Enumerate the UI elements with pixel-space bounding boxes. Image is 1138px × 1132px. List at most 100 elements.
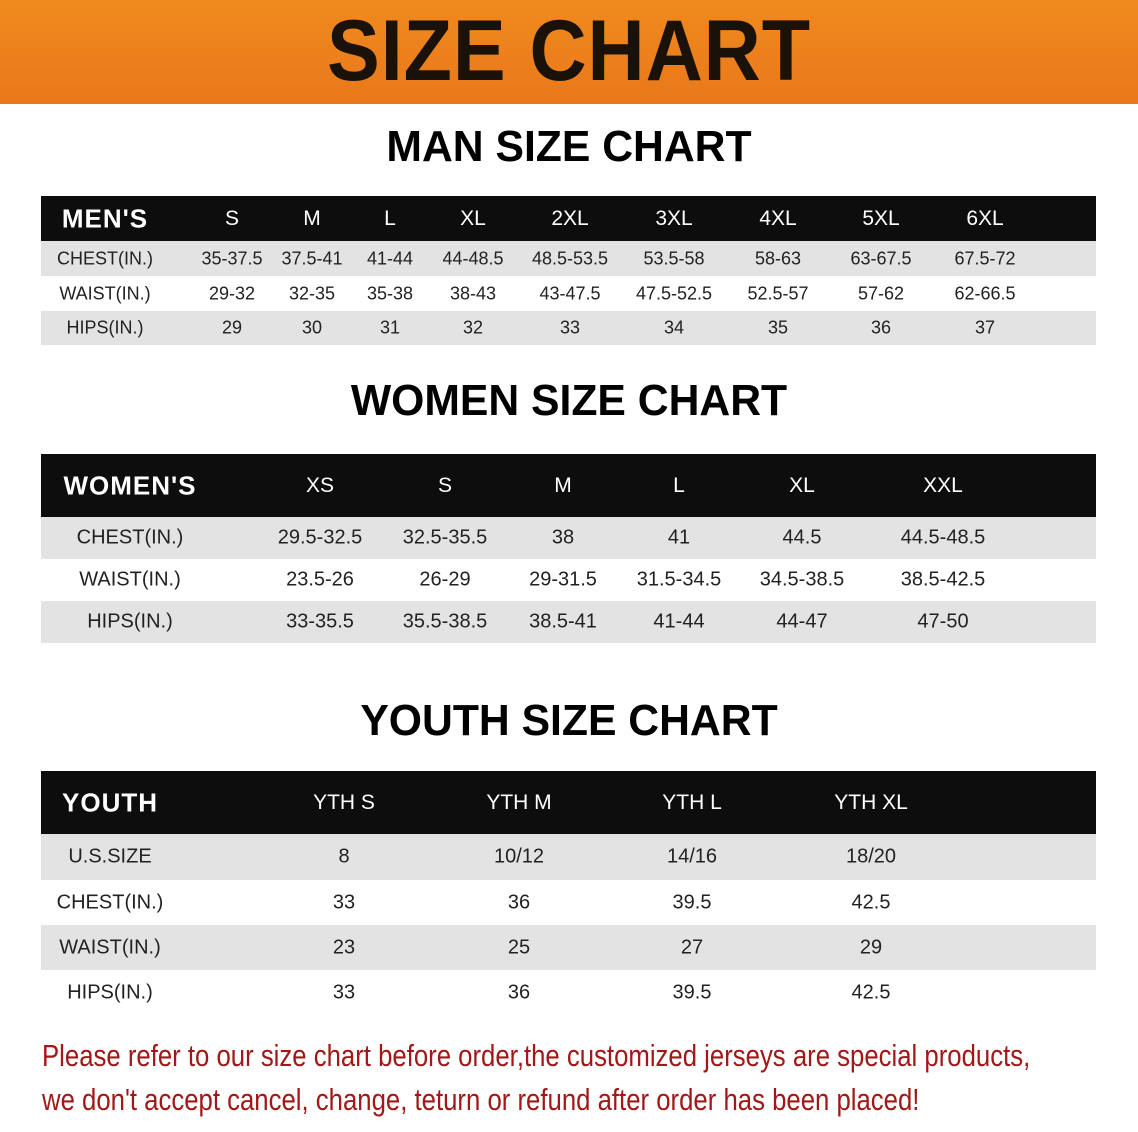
- table-cell: 67.5-72: [954, 248, 1016, 268]
- table-cell: 36: [870, 317, 892, 338]
- row-label: HIPS(IN.): [87, 610, 173, 633]
- table-row: HIPS(IN.) 33-35.5 35.5-38.5 38.5-41 41-44 44-…: [41, 601, 1096, 643]
- table-cell: 35-37.5: [201, 248, 263, 268]
- table-cell: 37.5-41: [281, 248, 343, 268]
- column-header: 3XL: [655, 206, 693, 230]
- row-label: CHEST(IN.): [57, 248, 153, 268]
- table-cell: 23: [332, 936, 356, 958]
- column-header: 4XL: [759, 206, 797, 230]
- policy-note-line-2: we don't accept cancel, change, teturn o…: [42, 1082, 920, 1117]
- row-label: WAIST(IN.): [59, 283, 151, 303]
- men-header-row: MEN'S S M L XL 2XL 3XL 4XL 5XL 6XL: [41, 196, 1096, 241]
- column-header: YTH XL: [834, 790, 908, 814]
- column-header: XL: [460, 206, 486, 230]
- table-cell: 29: [859, 936, 883, 958]
- table-row: WAIST(IN.) 23 25 27 29: [41, 925, 1096, 970]
- banner-title: SIZE CHART: [327, 3, 811, 99]
- table-cell: 44-47: [776, 610, 828, 633]
- column-header: L: [673, 473, 685, 497]
- table-cell: 29: [221, 317, 243, 338]
- row-label: WAIST(IN.): [59, 936, 161, 958]
- table-row: WAIST(IN.) 29-32 32-35 35-38 38-43 43-47.5 47.…: [41, 276, 1096, 311]
- women-header-row: WOMEN'S XS S M L XL XXL: [41, 454, 1096, 517]
- column-header: 2XL: [551, 206, 589, 230]
- table-cell: 44.5-48.5: [900, 526, 986, 549]
- table-cell: 38-43: [449, 283, 497, 303]
- table-cell: 32-35: [288, 283, 336, 303]
- column-header: YTH M: [486, 790, 552, 814]
- women-size-table: WOMEN'S XS S M L XL XXL CHEST(IN.) 29.5-32.5 32.5…: [41, 454, 1096, 643]
- table-cell: 30: [301, 317, 323, 338]
- table-cell: 8: [338, 845, 350, 868]
- table-cell: 18/20: [845, 845, 897, 868]
- table-cell: 29-32: [208, 283, 256, 303]
- column-header: YTH L: [662, 790, 722, 814]
- table-cell: 47.5-52.5: [635, 283, 713, 303]
- table-cell: 32: [462, 317, 484, 338]
- table-cell: 42.5: [851, 891, 891, 913]
- table-cell: 62-66.5: [954, 283, 1016, 303]
- table-cell: 47-50: [917, 610, 969, 633]
- row-label: HIPS(IN.): [67, 981, 153, 1004]
- table-cell: 41-44: [366, 248, 414, 268]
- table-row: HIPS(IN.) 29 30 31 32 33 34 35 36 37: [41, 311, 1096, 345]
- table-cell: 29.5-32.5: [277, 526, 363, 549]
- table-cell: 43-47.5: [539, 283, 601, 303]
- column-header: 5XL: [862, 206, 900, 230]
- table-cell: 33: [559, 317, 581, 338]
- table-cell: 37: [974, 317, 996, 338]
- table-cell: 57-62: [857, 283, 905, 303]
- row-label: CHEST(IN.): [56, 891, 164, 913]
- table-cell: 33: [332, 891, 356, 913]
- table-cell: 26-29: [419, 568, 471, 591]
- table-corner-label: MEN'S: [61, 203, 149, 233]
- table-cell: 35-38: [366, 283, 414, 303]
- table-cell: 58-63: [754, 248, 802, 268]
- table-cell: 38.5-41: [529, 610, 597, 633]
- table-corner-label: YOUTH: [62, 787, 158, 817]
- table-cell: 38.5-42.5: [900, 568, 986, 591]
- table-cell: 31: [379, 317, 401, 338]
- table-row: CHEST(IN.) 33 36 39.5 42.5: [41, 880, 1096, 925]
- table-cell: 48.5-53.5: [531, 248, 609, 268]
- table-cell: 34.5-38.5: [759, 568, 845, 591]
- table-cell: 34: [663, 317, 685, 338]
- table-cell: 63-67.5: [850, 248, 912, 268]
- table-cell: 44.5: [782, 526, 822, 549]
- table-row: HIPS(IN.) 33 36 39.5 42.5: [41, 970, 1096, 1016]
- column-header: S: [437, 473, 453, 497]
- men-size-table: MEN'S S M L XL 2XL 3XL 4XL 5XL 6XL CHEST(IN.) 35-37…: [41, 196, 1096, 345]
- table-row: WAIST(IN.) 23.5-26 26-29 29-31.5 31.5-34.5 34…: [41, 559, 1096, 601]
- table-cell: 38: [551, 526, 575, 549]
- header-banner: SIZE CHART: [0, 0, 1138, 104]
- table-row: CHEST(IN.) 29.5-32.5 32.5-35.5 38 41 44.5 44.5…: [41, 517, 1096, 559]
- table-cell: 53.5-58: [643, 248, 705, 268]
- women-section-title: WOMEN SIZE CHART: [350, 376, 788, 425]
- youth-size-table: YOUTH YTH S YTH M YTH L YTH XL U.S.SIZE 8 10/12…: [41, 771, 1096, 1016]
- table-cell: 33: [332, 981, 356, 1004]
- table-cell: 10/12: [493, 845, 545, 868]
- column-header: 6XL: [966, 206, 1004, 230]
- row-label: U.S.SIZE: [68, 845, 152, 868]
- table-cell: 39.5: [672, 891, 712, 913]
- table-cell: 25: [507, 936, 531, 958]
- table-cell: 29-31.5: [529, 568, 597, 591]
- table-cell: 41-44: [653, 610, 705, 633]
- table-cell: 35.5-38.5: [402, 610, 488, 633]
- men-section-title: MAN SIZE CHART: [386, 122, 752, 171]
- table-cell: 23.5-26: [286, 568, 354, 591]
- table-cell: 31.5-34.5: [636, 568, 722, 591]
- column-header: M: [554, 473, 572, 497]
- table-row: CHEST(IN.) 35-37.5 37.5-41 41-44 44-48.5 48.5…: [41, 241, 1096, 276]
- youth-header-row: YOUTH YTH S YTH M YTH L YTH XL: [41, 771, 1096, 834]
- table-cell: 39.5: [672, 981, 712, 1004]
- table-cell: 35: [767, 317, 789, 338]
- table-row: U.S.SIZE 8 10/12 14/16 18/20: [41, 834, 1096, 880]
- table-cell: 42.5: [851, 981, 891, 1004]
- table-cell: 36: [507, 981, 531, 1004]
- row-label: CHEST(IN.): [76, 526, 184, 549]
- table-cell: 32.5-35.5: [402, 526, 488, 549]
- policy-note-line-1: Please refer to our size chart before or…: [42, 1038, 1031, 1073]
- table-cell: 33-35.5: [286, 610, 354, 633]
- row-label: HIPS(IN.): [66, 317, 144, 338]
